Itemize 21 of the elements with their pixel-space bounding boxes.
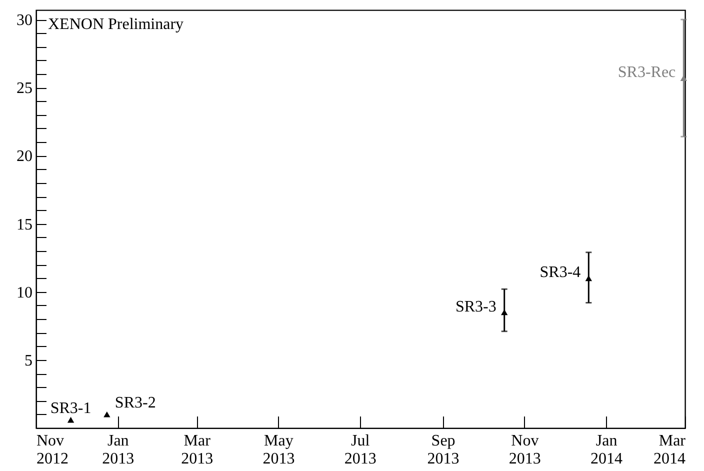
y-tick-label: 10 xyxy=(16,284,32,302)
x-tick-label: Jan 2013 xyxy=(102,432,134,468)
x-tick-label: Mar 2013 xyxy=(181,432,214,468)
series-label: SR3-2 xyxy=(114,394,156,412)
x-tick-label: Jan 2014 xyxy=(590,432,623,468)
x-tick-label: Mar 2014 xyxy=(654,432,686,468)
y-tick-label: 25 xyxy=(16,80,32,98)
x-tick-label: Jul 2013 xyxy=(344,432,376,468)
y-tick-label: 15 xyxy=(16,216,32,234)
series-label: SR3-1 xyxy=(50,400,92,417)
series-label: SR3-4 xyxy=(540,264,581,282)
x-tick-label: Nov 2013 xyxy=(508,432,541,468)
chart-title: XENON Preliminary xyxy=(48,16,184,33)
x-tick-label: Nov 2012 xyxy=(36,432,68,468)
y-tick-label: 5 xyxy=(24,352,32,370)
y-tick-label: 20 xyxy=(16,148,32,166)
series-label: SR3-3 xyxy=(455,298,496,316)
y-tick-label: 30 xyxy=(16,12,32,30)
x-tick-label: Sep 2013 xyxy=(427,432,460,468)
x-tick-label: May 2013 xyxy=(262,432,295,468)
series-label: SR3-Rec xyxy=(618,64,676,82)
